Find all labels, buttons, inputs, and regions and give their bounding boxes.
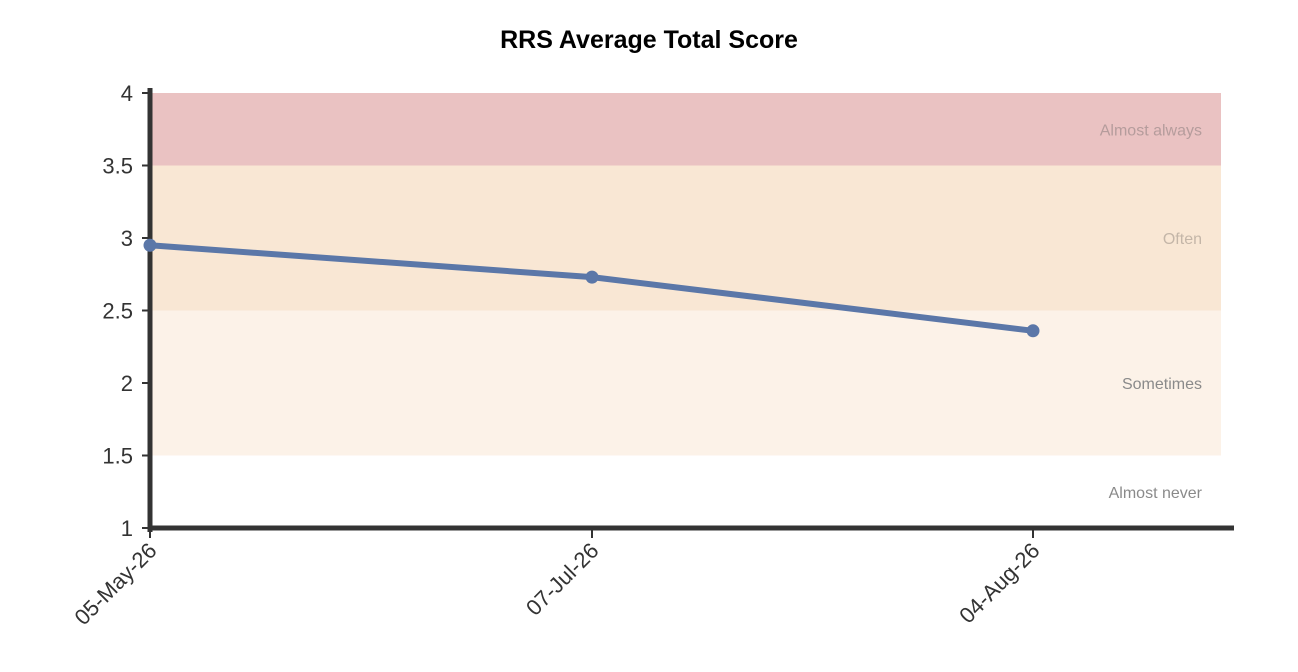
data-point[interactable]: [585, 270, 599, 284]
y-tick-label: 4: [121, 81, 133, 106]
band-label-1: Sometimes: [1122, 376, 1202, 393]
x-tick-label: 04-Aug-26: [954, 538, 1044, 628]
y-tick-label: 1: [121, 516, 133, 541]
band-0: [150, 455, 1221, 528]
x-tick-label: 05-May-26: [70, 538, 162, 630]
y-tick-label: 3.5: [102, 154, 133, 179]
band-label-0: Almost never: [1109, 485, 1203, 502]
data-point[interactable]: [143, 238, 157, 252]
band-label-2: Often: [1163, 231, 1202, 248]
band-1: [150, 310, 1221, 456]
band-3: [150, 93, 1221, 166]
y-tick-label: 3: [121, 226, 133, 251]
chart-title: RRS Average Total Score: [500, 26, 798, 54]
band-label-3: Almost always: [1100, 122, 1202, 139]
y-tick-label: 2: [121, 371, 133, 396]
y-tick-label: 2.5: [102, 299, 133, 324]
x-tick-label: 07-Jul-26: [521, 538, 604, 621]
data-point[interactable]: [1026, 324, 1040, 338]
y-tick-label: 1.5: [102, 444, 133, 469]
